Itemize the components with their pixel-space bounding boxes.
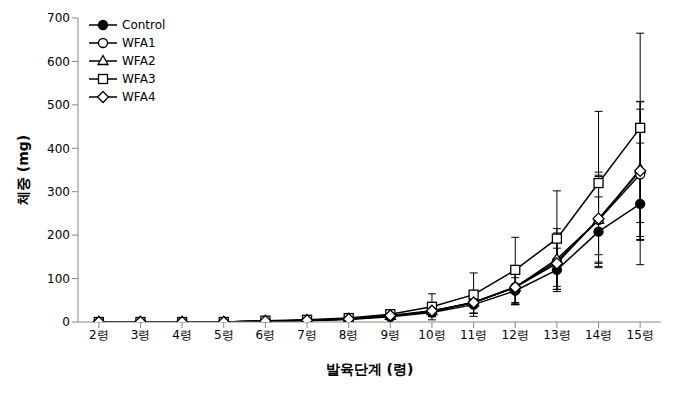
- svg-text:8령: 8령: [339, 328, 359, 342]
- html-text:WFA2: WFA2: [122, 54, 156, 68]
- svg-text:9령: 9령: [381, 328, 401, 342]
- svg-text:체중 (mg): 체중 (mg): [15, 135, 31, 206]
- svg-text:14령: 14령: [585, 328, 612, 342]
- html-text:WFA1: WFA1: [122, 36, 156, 50]
- svg-text:15령: 15령: [627, 328, 654, 342]
- html-text:Control: Control: [122, 18, 166, 32]
- svg-text:600: 600: [47, 55, 70, 69]
- svg-text:6령: 6령: [256, 328, 276, 342]
- svg-text:200: 200: [47, 228, 70, 242]
- svg-text:4령: 4령: [172, 328, 192, 342]
- svg-text:7령: 7령: [297, 328, 317, 342]
- svg-text:300: 300: [47, 185, 70, 199]
- svg-text:발육단계 (령): 발육단계 (령): [326, 361, 414, 377]
- svg-text:700: 700: [47, 11, 70, 25]
- svg-text:100: 100: [47, 272, 70, 286]
- svg-text:11령: 11령: [460, 328, 487, 342]
- svg-text:3령: 3령: [131, 328, 151, 342]
- svg-text:2령: 2령: [89, 328, 109, 342]
- svg-text:500: 500: [47, 98, 70, 112]
- html-text:WFA4: WFA4: [122, 90, 156, 104]
- svg-text:10령: 10령: [418, 328, 445, 342]
- svg-text:12령: 12령: [502, 328, 529, 342]
- html-text:WFA3: WFA3: [122, 72, 156, 86]
- svg-text:5령: 5령: [214, 328, 234, 342]
- svg-text:13령: 13령: [543, 328, 570, 342]
- svg-text:0: 0: [62, 315, 70, 329]
- svg-text:400: 400: [47, 142, 70, 156]
